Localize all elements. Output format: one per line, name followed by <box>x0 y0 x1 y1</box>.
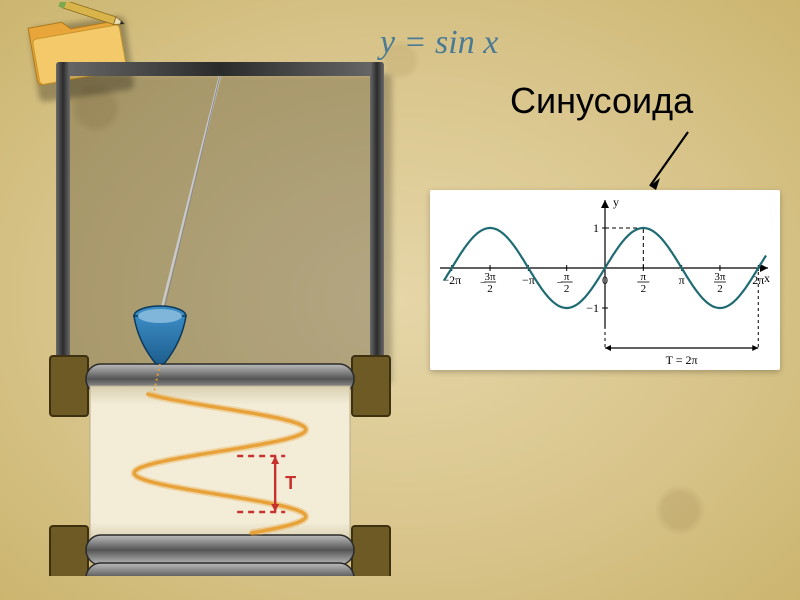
svg-text:T: T <box>285 473 296 493</box>
curve-title: Синусоида <box>510 80 693 122</box>
svg-text:2: 2 <box>641 283 647 295</box>
svg-text:2: 2 <box>487 283 493 295</box>
svg-text:π: π <box>679 273 685 287</box>
svg-text:T = 2π: T = 2π <box>666 353 698 367</box>
svg-text:π: π <box>641 271 647 283</box>
svg-text:1: 1 <box>593 221 599 235</box>
svg-text:y: y <box>613 195 619 209</box>
svg-text:−1: −1 <box>586 301 599 315</box>
sine-chart: yx−2π−3π2−π−π20π2π3π22π1−1T = 2π <box>430 190 780 370</box>
svg-text:2: 2 <box>717 283 723 295</box>
svg-text:π: π <box>564 271 570 283</box>
svg-text:x: x <box>764 271 770 285</box>
pendulum-apparatus: T <box>20 56 420 576</box>
svg-text:3π: 3π <box>714 271 726 283</box>
svg-text:−: − <box>557 277 563 289</box>
pointer-arrow <box>640 128 700 198</box>
svg-text:2: 2 <box>564 283 570 295</box>
svg-text:3π: 3π <box>485 271 497 283</box>
